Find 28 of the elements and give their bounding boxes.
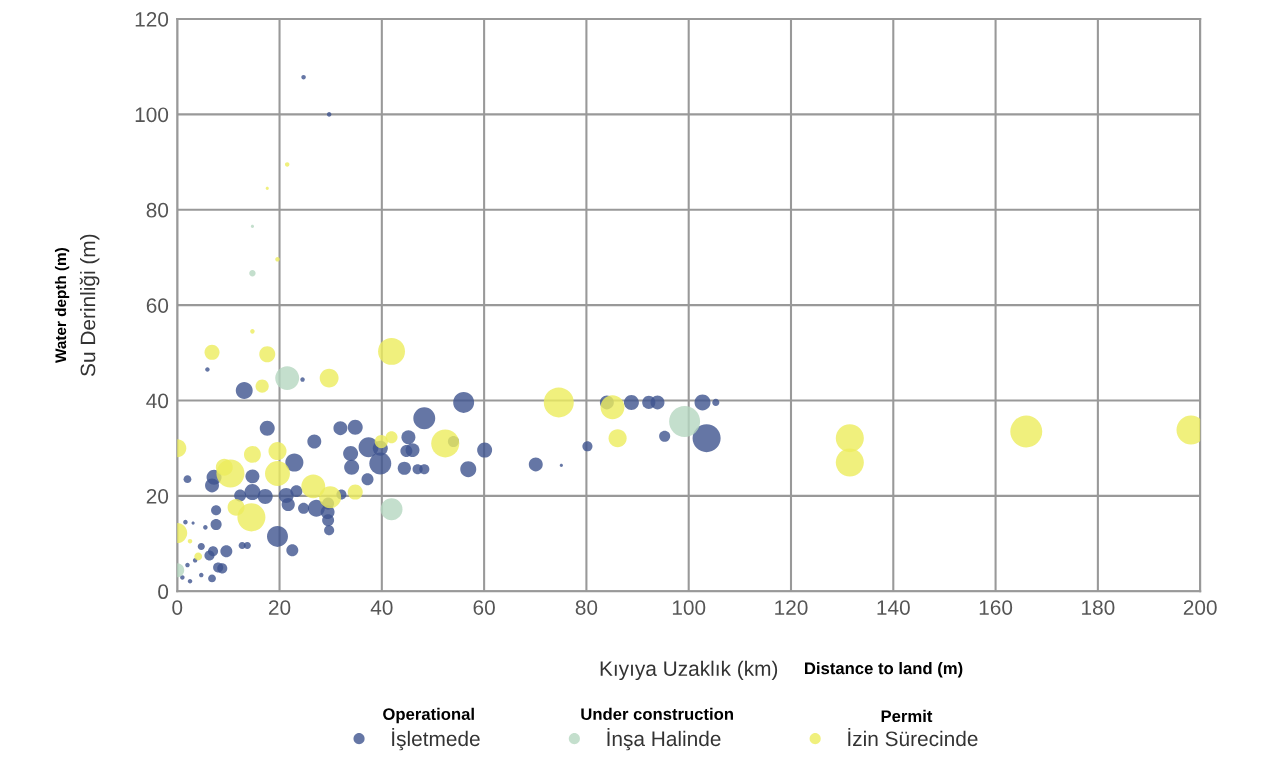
y-tick-label: 0 xyxy=(158,584,169,600)
legend-label: İnşa Halinde xyxy=(607,727,721,751)
x-tick-label: 40 xyxy=(370,600,393,615)
y-tick-label: 120 xyxy=(135,12,169,27)
x-tick-label: 0 xyxy=(172,600,183,615)
x-tick-label: 140 xyxy=(877,600,910,615)
legend-label: İşletmede xyxy=(392,727,480,751)
legend-label: İzin Sürecinde xyxy=(848,727,978,747)
x-tick-label: 120 xyxy=(775,600,808,615)
x-axis-title: Kıyıya Uzaklık (km) xyxy=(600,660,778,681)
text: Operational xyxy=(383,707,474,724)
x-tick-label: 180 xyxy=(1082,600,1115,615)
y-tick-label: 40 xyxy=(146,393,169,409)
x-tick-label: 60 xyxy=(473,600,495,615)
text: Under construction xyxy=(581,707,733,721)
y-axis-title: Su Derinliği (m) xyxy=(79,234,100,376)
y-tick-label: 60 xyxy=(146,298,169,313)
x-tick-label: 160 xyxy=(979,600,1013,615)
y-tick-label: 80 xyxy=(146,202,169,218)
y-tick-label: 100 xyxy=(135,107,169,123)
x-tick-label: 200 xyxy=(1183,600,1217,615)
text: Distance to land (m) xyxy=(805,662,963,678)
x-tick-label: 20 xyxy=(269,600,291,615)
y-tick-label: 20 xyxy=(146,488,169,504)
x-tick-label: 100 xyxy=(672,600,706,615)
text: Water depth (m) xyxy=(54,248,70,363)
x-tick-label: 80 xyxy=(575,600,598,615)
text: Permit xyxy=(881,709,933,723)
